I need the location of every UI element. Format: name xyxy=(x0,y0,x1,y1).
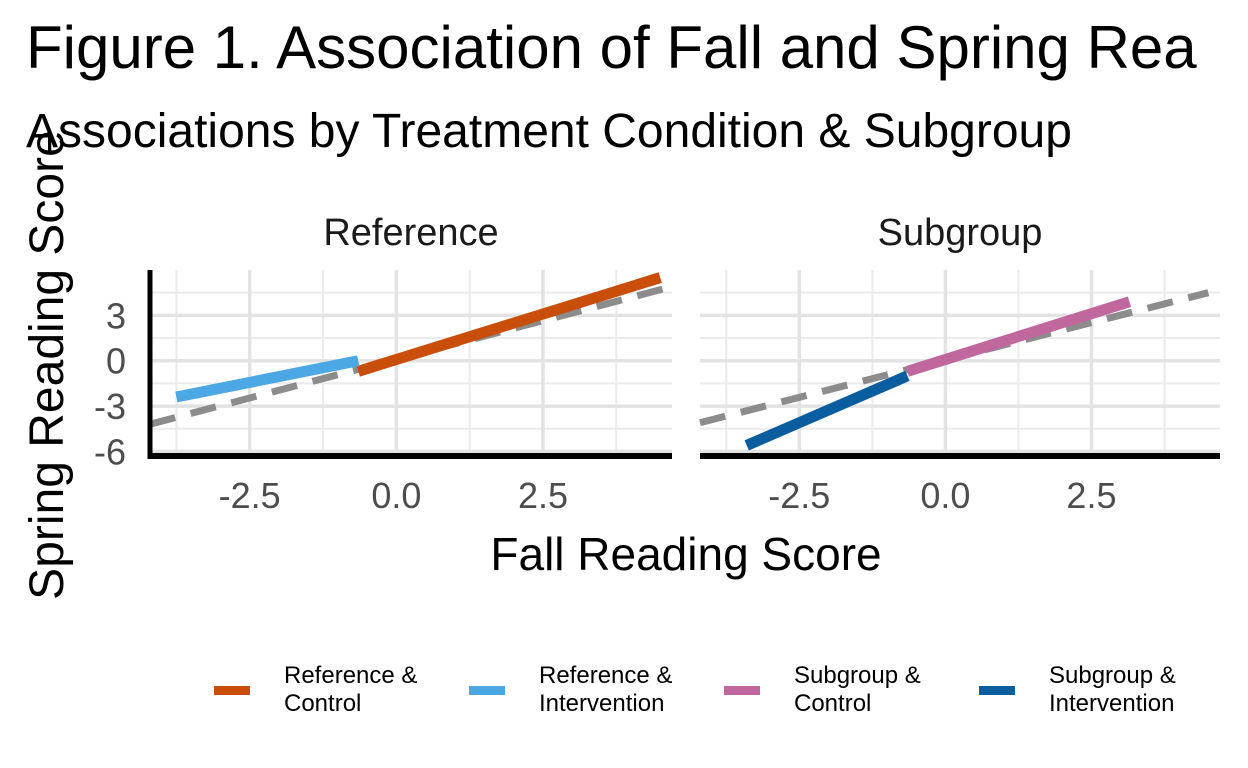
legend-swatch xyxy=(214,685,250,695)
series-line xyxy=(744,370,910,451)
x-tick-label: -2.5 xyxy=(768,475,830,516)
legend-swatch xyxy=(979,685,1015,695)
legend-item: Subgroup & Control xyxy=(724,662,979,718)
y-tick-label: 3 xyxy=(106,295,126,336)
y-tick-label: -3 xyxy=(94,386,126,427)
legend-item: Subgroup & Intervention xyxy=(979,662,1209,718)
chart-subtitle: Associations by Treatment Condition & Su… xyxy=(26,105,1072,158)
legend-swatch xyxy=(724,685,760,695)
series-line xyxy=(356,272,662,377)
legend-label: Reference & Control xyxy=(284,662,418,717)
series-line xyxy=(175,355,360,403)
legend-swatch xyxy=(469,685,505,695)
x-tick-label: -2.5 xyxy=(219,475,281,516)
legend-label: Subgroup & Intervention xyxy=(1049,662,1176,717)
panel-strip-label: Reference xyxy=(323,212,498,254)
x-axis-label: Fall Reading Score xyxy=(490,528,881,580)
legend-label: Subgroup & Control xyxy=(794,662,921,717)
panel-strip-label: Subgroup xyxy=(878,212,1043,254)
x-tick-label: 2.5 xyxy=(1066,475,1116,516)
legend: Reference & Control Reference & Interven… xyxy=(214,662,1209,718)
series-line xyxy=(905,296,1132,377)
chart-title: Figure 1. Association of Fall and Spring… xyxy=(26,14,1197,81)
x-tick-label: 0.0 xyxy=(371,475,421,516)
legend-item: Reference & Control xyxy=(214,662,469,718)
x-tick-label: 2.5 xyxy=(518,475,568,516)
legend-item: Reference & Intervention xyxy=(469,662,724,718)
y-tick-label: 0 xyxy=(106,341,126,382)
legend-label: Reference & Intervention xyxy=(539,662,673,717)
y-tick-label: -6 xyxy=(94,431,126,472)
x-tick-label: 0.0 xyxy=(920,475,970,516)
